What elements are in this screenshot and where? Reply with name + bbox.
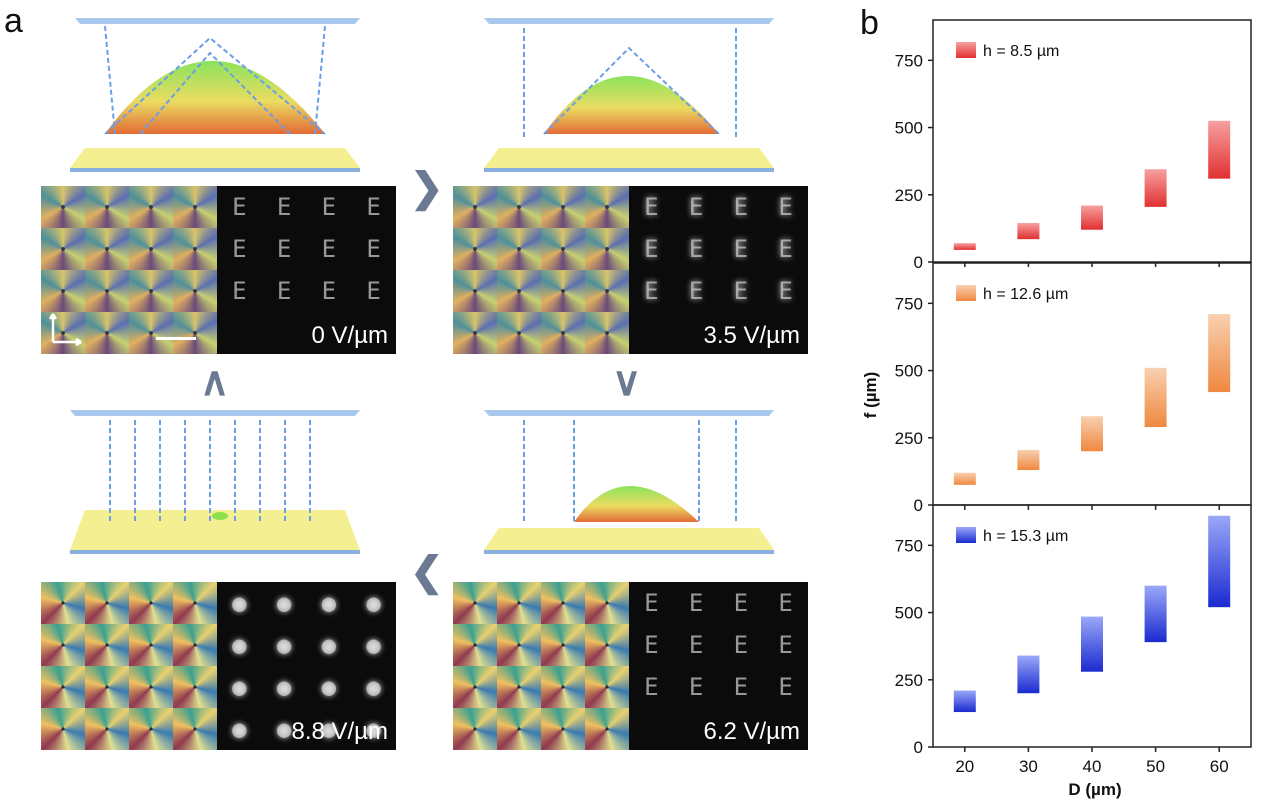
y-tick-label: 750 [895, 51, 923, 70]
legend-entry: h = 12.6 µm [983, 286, 1068, 303]
imaging-micrograph: ● ● ● ● ● ● ● ● ● ● ● ● ● ● ● ● [217, 582, 396, 750]
legend-entry: h = 8.5 µm [983, 43, 1059, 60]
y-tick-label: 750 [895, 294, 923, 313]
range-bar [1208, 120, 1231, 179]
arrow-down-icon: ∨ [612, 360, 642, 404]
x-axis-label: D (µm) [1068, 780, 1121, 799]
y-tick-label: 0 [914, 738, 923, 757]
voltage-label: 0 V/µm [311, 322, 388, 349]
polarized-micrograph [41, 582, 217, 750]
x-tick-label: 40 [1083, 757, 1102, 776]
y-axis-label: f (µm) [861, 372, 880, 419]
legend-swatch [956, 285, 976, 301]
range-bar [953, 690, 976, 713]
polarized-micrograph [453, 186, 629, 354]
legend-entry: h = 15.3 µm [983, 528, 1068, 545]
y-tick-label: 500 [895, 362, 923, 381]
y-tick-label: 500 [895, 119, 923, 138]
y-tick-label: 250 [895, 671, 923, 690]
x-tick-label: 30 [1019, 757, 1038, 776]
polarized-micrograph [453, 582, 629, 750]
range-bar [953, 243, 976, 250]
lc-lens-diagram-medium [484, 18, 774, 172]
range-bar [1081, 416, 1103, 452]
y-tick-label: 250 [895, 429, 923, 448]
polarized-micrograph [41, 186, 217, 354]
y-tick-label: 0 [914, 496, 923, 515]
range-bar [1144, 169, 1167, 207]
y-tick-label: 0 [914, 253, 923, 272]
scale-bar [156, 337, 196, 340]
lc-lens-diagram-large [70, 18, 360, 172]
micrograph-pair-3: ● ● ● ● ● ● ● ● ● ● ● ● ● ● ● ● 8.8 V/µm [41, 582, 396, 750]
range-bar [1208, 314, 1231, 393]
y-tick-label: 750 [895, 536, 923, 555]
range-bar [1017, 655, 1040, 694]
lc-lens-diagram-none [70, 410, 360, 554]
arrow-right-icon: ❯ [410, 166, 444, 210]
polarizer-axes-icon [48, 313, 82, 347]
panel-a-label: a [4, 2, 23, 40]
range-bar [1081, 205, 1103, 230]
range-bar [1081, 616, 1103, 672]
panel-b-label: b [860, 4, 879, 42]
legend-swatch [956, 527, 976, 543]
range-bar [1144, 585, 1167, 643]
panel-b-chart: b f (µm) D (µm) 0 250 500 750 h = 8.5 µm 0 250… [858, 0, 1269, 806]
y-tick-label: 250 [895, 186, 923, 205]
x-tick-label: 50 [1146, 757, 1165, 776]
arrow-left-icon: ❮ [410, 550, 444, 594]
voltage-label: 6.2 V/µm [703, 718, 800, 745]
range-bar [1017, 223, 1040, 240]
lc-lens-diagram-small [484, 410, 774, 554]
arrow-up-icon: ∧ [200, 360, 230, 404]
voltage-label: 8.8 V/µm [291, 718, 388, 745]
x-tick-label: 60 [1210, 757, 1229, 776]
voltage-label: 3.5 V/µm [703, 322, 800, 349]
y-tick-label: 500 [895, 604, 923, 623]
range-bar [1017, 449, 1040, 471]
panel-frame [932, 262, 1252, 506]
range-bar [1144, 367, 1167, 428]
range-bar [953, 472, 976, 485]
legend-swatch [956, 42, 976, 58]
x-tick-label: 20 [955, 757, 974, 776]
range-bar [1208, 515, 1231, 608]
